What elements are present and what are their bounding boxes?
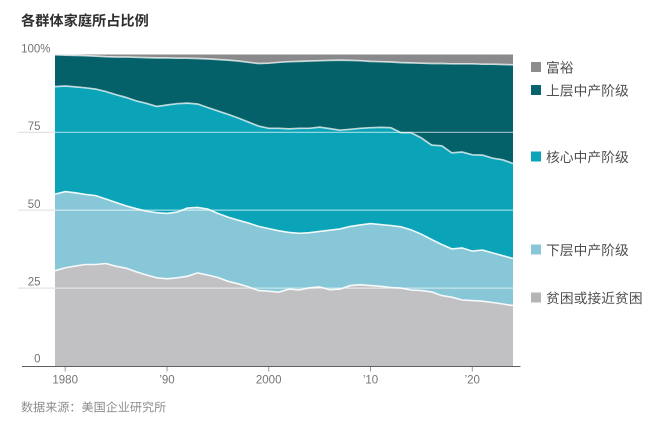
svg-text:50: 50: [28, 199, 41, 211]
svg-text:75: 75: [28, 121, 41, 133]
svg-text:1980: 1980: [52, 375, 78, 387]
svg-text:100%: 100%: [21, 44, 50, 56]
svg-text:25: 25: [28, 277, 41, 289]
svg-text:0: 0: [34, 354, 40, 366]
svg-text:2000: 2000: [256, 375, 282, 387]
svg-text:’90: ’90: [159, 375, 174, 387]
svg-text:’10: ’10: [363, 375, 378, 387]
svg-text:’20: ’20: [465, 375, 480, 387]
